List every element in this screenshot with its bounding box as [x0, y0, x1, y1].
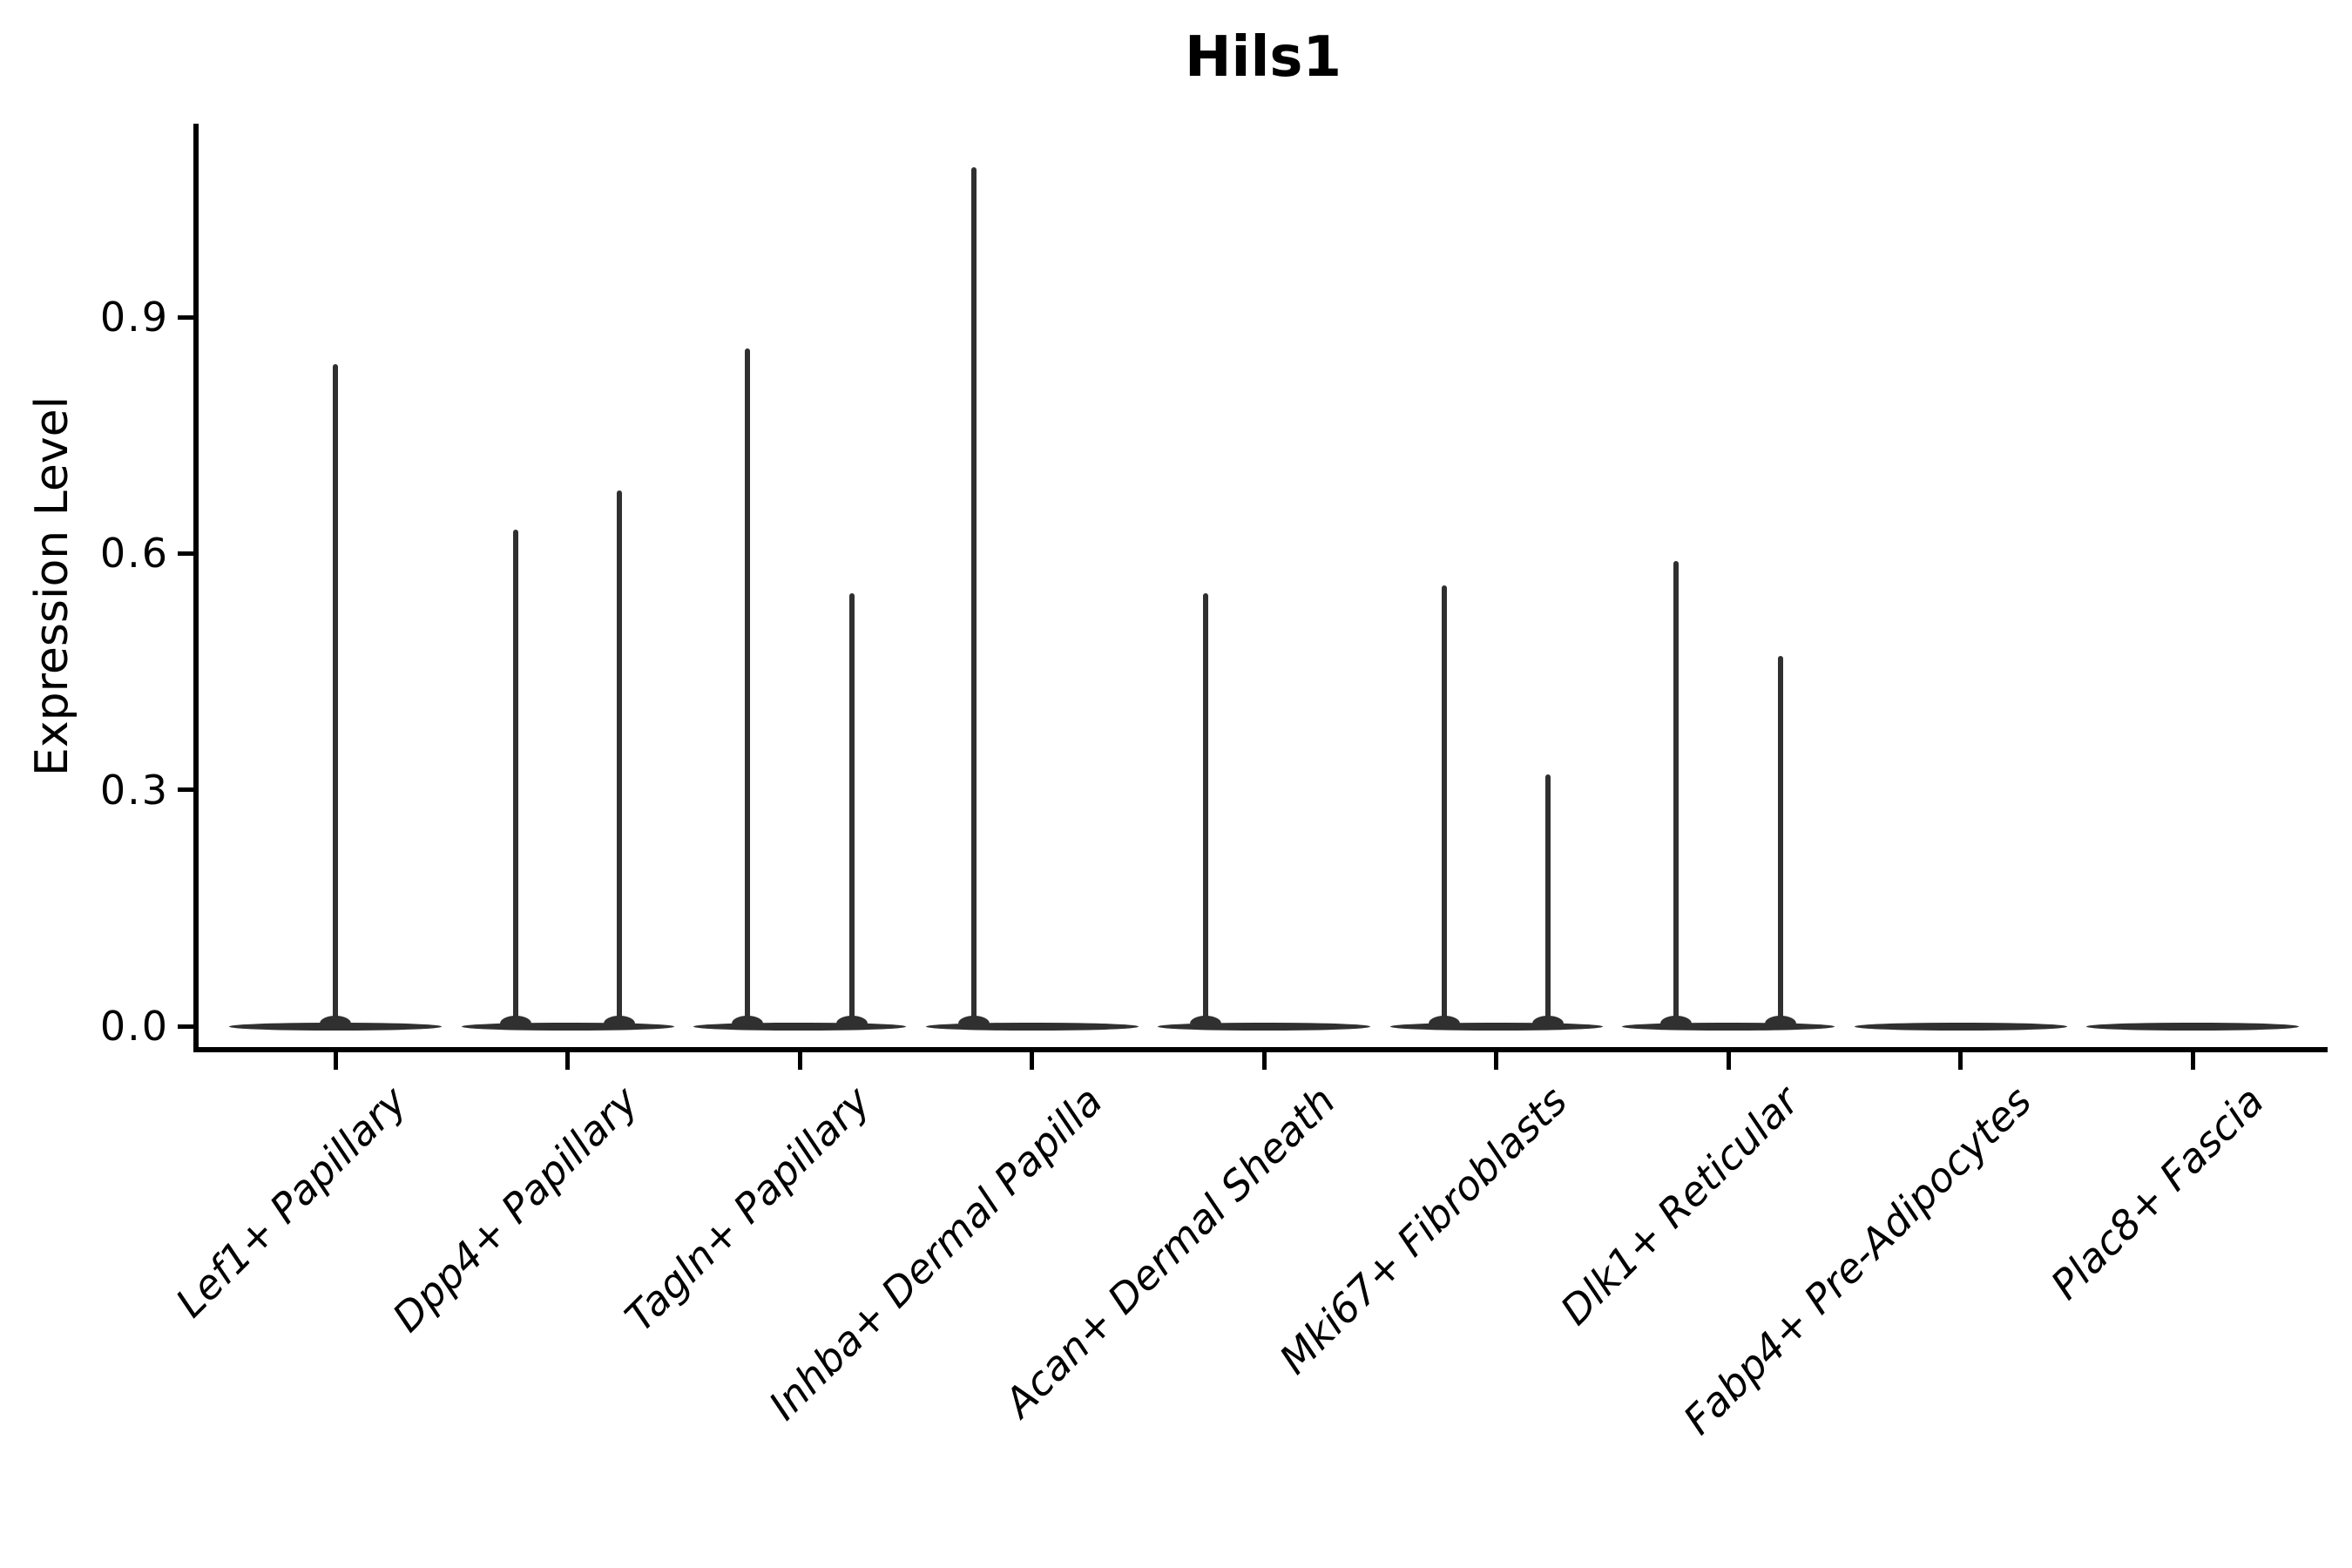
x-tick-mark — [1726, 1052, 1731, 1070]
violin-base — [693, 1022, 906, 1031]
y-tick-label: 0.6 — [99, 530, 169, 578]
y-tick-label: 0.0 — [99, 1003, 169, 1050]
y-tick-label: 0.3 — [99, 766, 169, 814]
x-category-label: Dlk1+ Reticular — [1551, 1077, 1808, 1335]
x-category-label: Plac8+ Fascia — [2041, 1077, 2273, 1308]
violin-tail-spike — [1777, 655, 1783, 1028]
violin-base — [1622, 1022, 1835, 1031]
violin-tail-spike — [333, 364, 338, 1028]
x-tick-mark — [1494, 1052, 1498, 1070]
x-axis-spine — [193, 1047, 2328, 1052]
x-tick-mark — [1261, 1052, 1267, 1070]
violin-tail-spike — [1673, 561, 1680, 1028]
y-axis-label: Expression Level — [26, 395, 78, 777]
x-tick-mark — [565, 1052, 570, 1070]
violin-tail-spike — [1203, 592, 1209, 1028]
violin-base — [1389, 1022, 1603, 1031]
y-tick-label: 0.9 — [99, 294, 169, 341]
violin-tail-spike — [970, 167, 977, 1028]
y-axis-spine — [193, 124, 199, 1052]
x-category-label: Tagln+ Papillary — [616, 1077, 880, 1341]
violin-tail-spike — [848, 592, 855, 1028]
violin-base — [1854, 1022, 2067, 1031]
violin-tail-spike — [1441, 585, 1447, 1028]
violin-tail-spike — [1545, 774, 1551, 1028]
y-tick-mark — [178, 314, 193, 320]
violin-tail-spike — [745, 348, 751, 1028]
violin-tail-spike — [617, 490, 623, 1028]
violin-base — [2086, 1022, 2299, 1031]
y-tick-mark — [178, 1024, 193, 1029]
x-tick-mark — [1958, 1052, 1963, 1070]
x-tick-mark — [333, 1052, 338, 1070]
x-tick-mark — [1030, 1052, 1034, 1070]
plot-title: Hils1 — [1184, 25, 1342, 90]
x-tick-mark — [2190, 1052, 2195, 1070]
x-category-label: Dpp4+ Papillary — [383, 1077, 648, 1342]
x-tick-mark — [797, 1052, 802, 1070]
violin-tail-spike — [512, 530, 518, 1028]
violin-base — [925, 1022, 1139, 1031]
violin-base — [461, 1022, 674, 1031]
violin-base — [1158, 1022, 1370, 1031]
y-tick-mark — [178, 551, 193, 556]
x-category-label: Lef1+ Papillary — [166, 1077, 416, 1327]
y-tick-mark — [178, 787, 193, 793]
